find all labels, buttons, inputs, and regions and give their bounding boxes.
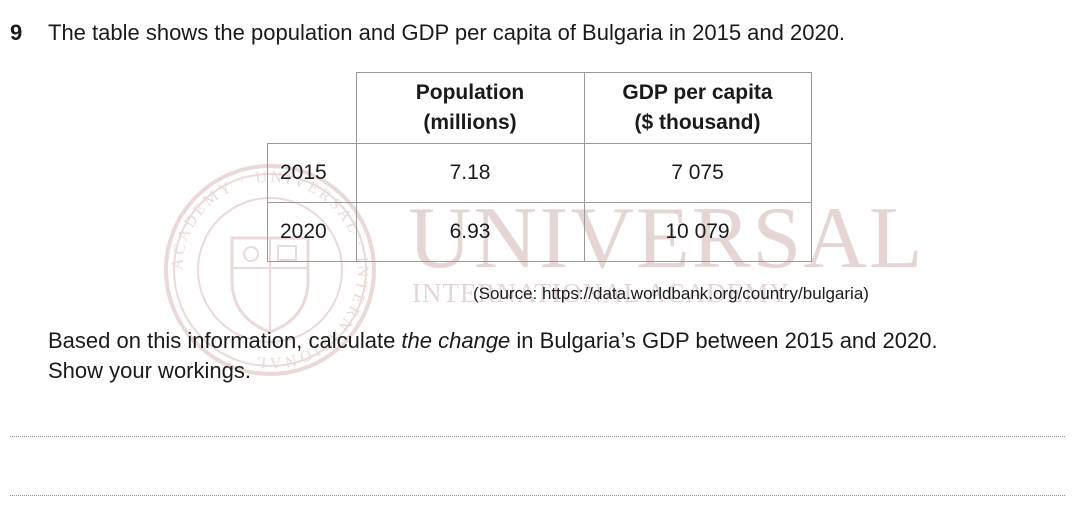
watermark-sub-text: INTERNATIONAL ACADEMY	[412, 278, 790, 308]
answer-line[interactable]	[10, 495, 1065, 496]
year-cell: 2015	[267, 143, 357, 203]
population-header-line2: (millions)	[423, 111, 517, 134]
prompt-text-after: in Bulgaria’s GDP between 2015 and 2020.…	[48, 328, 938, 383]
prompt-text-before: Based on this information, calculate	[48, 328, 402, 353]
population-gdp-table: Population (millions) GDP per capita ($ …	[267, 72, 812, 262]
population-header-line1: Population	[415, 81, 525, 104]
data-table-container: Population (millions) GDP per capita ($ …	[267, 72, 812, 262]
population-cell: 6.93	[355, 202, 585, 262]
table-row: 2015 7.18 7 075	[267, 143, 812, 203]
answer-line[interactable]	[10, 436, 1065, 437]
table-row: 2020 6.93 10 079	[267, 202, 812, 262]
table-corner-cell	[267, 72, 357, 144]
gdp-cell: 10 079	[583, 202, 812, 262]
question-number: 9	[10, 20, 23, 45]
gdp-cell: 7 075	[583, 143, 812, 203]
year-cell: 2020	[267, 202, 357, 262]
gdp-header-line1: GDP per capita	[622, 81, 773, 104]
question-stem: The table shows the population and GDP p…	[48, 20, 846, 45]
population-cell: 7.18	[355, 143, 585, 203]
source-citation: (Source: https://data.worldbank.org/coun…	[473, 284, 869, 303]
table-header-row: Population (millions) GDP per capita ($ …	[267, 72, 812, 144]
population-header: Population (millions)	[355, 72, 585, 144]
gdp-header-line2: ($ thousand)	[634, 111, 761, 134]
prompt-emphasis: the change	[401, 328, 511, 353]
question-prompt: Based on this information, calculate the…	[48, 326, 948, 386]
gdp-header: GDP per capita ($ thousand)	[583, 72, 812, 144]
